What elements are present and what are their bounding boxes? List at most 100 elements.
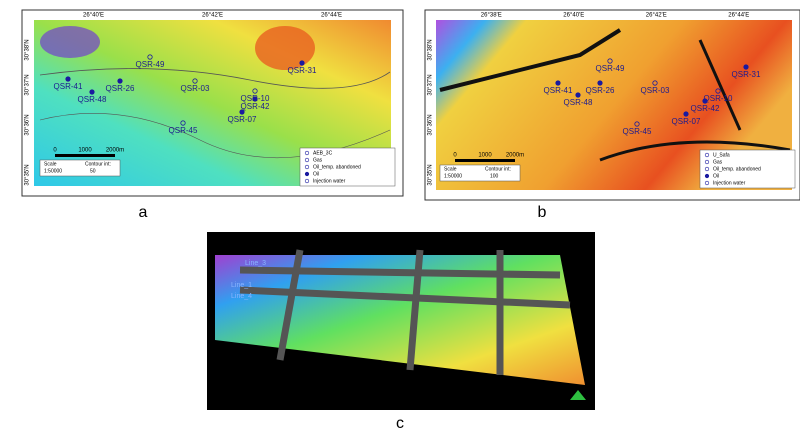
well-marker [652,80,658,86]
legend-symbol [304,164,310,170]
legend-box [699,149,796,189]
well-marker [597,80,603,86]
well-marker [65,76,71,82]
contour-value: 100 [490,173,499,179]
well-marker [180,120,186,126]
legend-symbol [704,152,710,158]
panel-label: b [538,204,547,221]
well-label: QSR-07 [672,117,701,126]
well-marker [715,88,721,94]
well-marker [607,58,613,64]
scale-bar-label: 2000m [506,153,524,159]
scale-bar [55,154,115,157]
legend-label: Gas [713,159,723,165]
legend-symbol [304,178,310,184]
well-label: QSR-45 [169,126,198,135]
scale-ratio: 1:50000 [44,168,62,174]
legend-symbol [704,159,710,165]
lat-label: 30°37'N [428,74,434,95]
well-label: QSR-42 [241,102,270,111]
lat-label: 30°38'N [428,39,434,60]
lon-label: 26°44'E [321,13,342,19]
well-label: QSR-31 [288,66,317,75]
well-marker [299,60,305,66]
well-label: QSR-26 [586,86,615,95]
legend-label: Injection water [713,180,746,186]
well-marker [252,88,258,94]
well-label: QSR-45 [623,127,652,136]
lat-label: 30°35'N [428,164,434,185]
legend-label: Gas [313,157,323,163]
lon-label: 26°42'E [202,13,223,19]
lon-label: 26°38'E [481,13,502,19]
well-marker [252,96,258,102]
seismic-line-label: Line_4 [231,293,252,300]
lat-label: 30°35'N [25,164,31,185]
legend-symbol [304,150,310,156]
well-marker [683,111,689,117]
contour-value: 50 [90,168,96,174]
well-label: QSR-41 [54,82,83,91]
well-label: QSR-48 [78,95,107,104]
well-label: QSR-07 [228,115,257,124]
legend-label: U_Safa [713,152,730,158]
well-marker [147,54,153,60]
panel-label: c [396,415,404,432]
panel-label: a [139,204,148,221]
scale-box [439,164,521,182]
contour-title: Contour int: [85,161,111,167]
well-marker [89,89,95,95]
scale-bar-label: 2000m [106,148,124,154]
contour-title: Contour int: [485,166,511,172]
legend-label: Oil_temp. abandoned [313,164,361,170]
legend-symbol [704,173,710,179]
lon-label: 26°44'E [728,13,749,19]
well-marker [239,109,245,115]
lon-label: 26°42'E [646,13,667,19]
legend-symbol [704,166,710,172]
legend-label: Oil [313,171,319,177]
well-label: QSR-49 [136,60,165,69]
well-label: QSR-41 [544,86,573,95]
legend-symbol [704,180,710,186]
well-label: QSR-31 [732,70,761,79]
legend-label: Oil [713,173,719,179]
legend-label: Oil_temp. abandoned [713,166,761,172]
well-marker [634,121,640,127]
well-label: QSR-03 [181,84,210,93]
well-marker [575,92,581,98]
well-label: QSR-26 [106,84,135,93]
lon-label: 26°40'E [563,13,584,19]
scale-bar-label: 1000 [478,153,492,159]
lat-label: 30°36'N [428,114,434,135]
seismic-line-label: Line_3 [245,260,266,267]
legend-label: Injection water [313,178,346,184]
scale-bar [455,159,515,162]
lat-label: 30°38'N [25,39,31,60]
well-marker [117,78,123,84]
well-label: QSR-10 [704,94,733,103]
scale-bar-label: 0 [453,153,457,159]
well-marker [555,80,561,86]
legend-symbol [304,171,310,177]
legend-label: AEB_3C [313,150,333,156]
well-marker [743,64,749,70]
well-label: QSR-48 [564,98,593,107]
scale-title: Scale [444,166,457,172]
lon-label: 26°40'E [83,13,104,19]
legend-box [299,147,396,187]
well-label: QSR-42 [691,104,720,113]
legend-symbol [304,157,310,163]
scale-ratio: 1:50000 [444,173,462,179]
well-marker [702,98,708,104]
scale-box [39,159,121,177]
lat-label: 30°37'N [25,74,31,95]
scale-title: Scale [44,161,57,167]
scale-bar-label: 1000 [78,148,92,154]
well-label: QSR-49 [596,64,625,73]
scale-bar-label: 0 [53,148,57,154]
well-label: QSR-03 [641,86,670,95]
lat-label: 30°36'N [25,114,31,135]
seismic-line-label: Line_1 [231,282,252,289]
